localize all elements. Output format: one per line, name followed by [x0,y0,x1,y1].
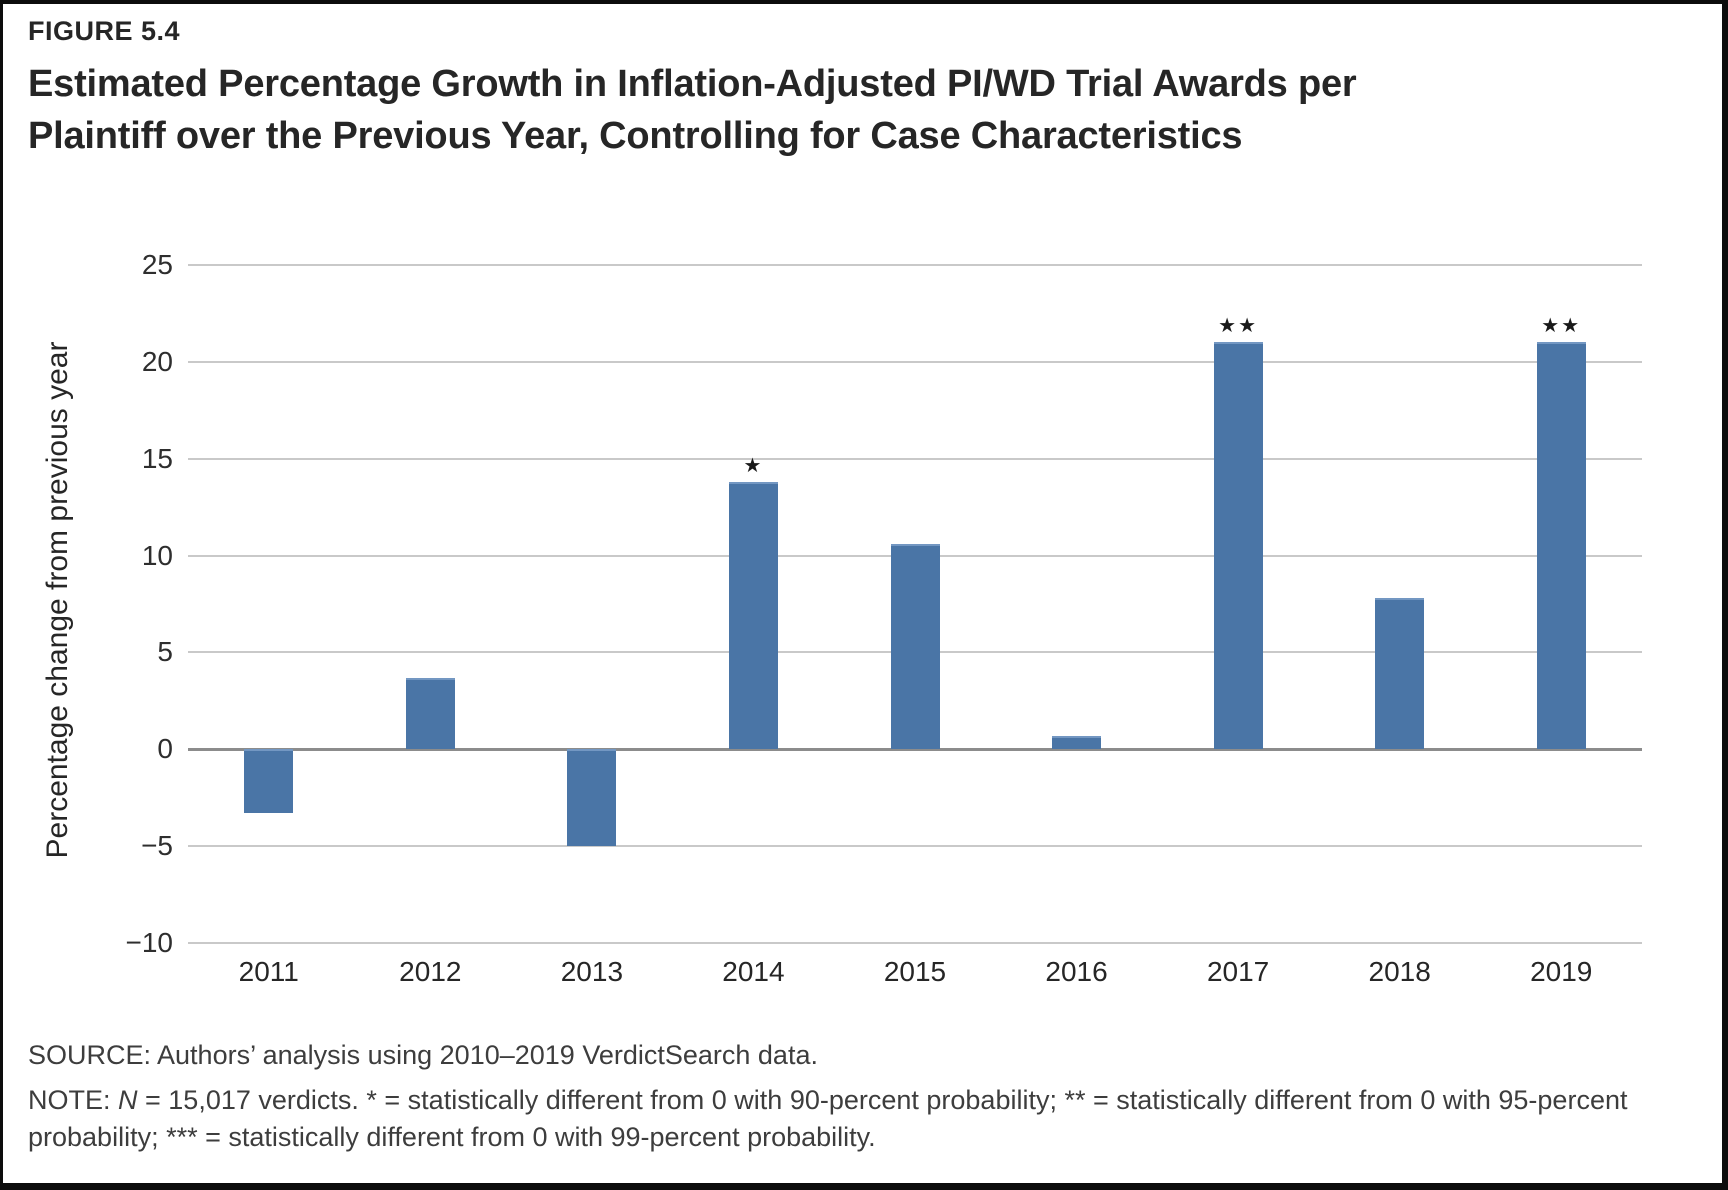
y-tick--5: −5 [141,830,173,862]
chart-title: Estimated Percentage Growth in Inflation… [28,58,1357,162]
y-tick-25: 25 [141,249,173,280]
x-label-2017: 2017 [1206,956,1270,987]
chart-title-line-1: Estimated Percentage Growth in Inflation… [28,63,1357,105]
x-label-2011: 2011 [238,956,299,987]
gridline-20 [188,360,1642,363]
figure-number-label: FIGURE 5.4 [28,16,181,46]
gridline-25 [188,264,1642,266]
note-n-symbol: N [118,1085,138,1115]
x-label-2014: 2014 [722,956,785,987]
chart-title-line-2: Plaintiff over the Previous Year, Contro… [28,115,1243,157]
bar-2018 [1375,598,1425,750]
x-label-2016: 2016 [1045,956,1108,987]
zero-gridline [188,747,1642,751]
bar-2012 [405,677,455,750]
significance-stars-2017: ★★ [1218,315,1259,338]
gridline--10 [188,942,1642,944]
y-tick-15: 15 [141,442,173,474]
y-tick-20: 20 [141,345,173,377]
y-tick-10: 10 [141,539,173,571]
bar-2011 [244,749,294,814]
x-label-2012: 2012 [399,956,462,987]
significance-stars-2019: ★★ [1541,315,1582,338]
bar-2019 [1536,342,1586,750]
y-tick--10: −10 [125,927,174,958]
x-label-2013: 2013 [560,956,624,987]
note-prefix: NOTE: [28,1085,119,1115]
bar-2017 [1213,342,1263,750]
gridline--5 [188,845,1642,848]
note-body: = 15,017 verdicts. * = statistically dif… [28,1085,1628,1152]
y-tick-0: 0 [157,733,173,765]
plot-area: ★ ★★ ★★ [188,264,1642,944]
y-tick-5: 5 [157,636,173,668]
source-note: SOURCE: Authors’ analysis using 2010–201… [28,1040,818,1070]
x-label-2018: 2018 [1368,956,1431,987]
x-label-2015: 2015 [883,956,947,987]
x-label-2019: 2019 [1530,956,1593,987]
gridline-15 [188,457,1642,460]
y-axis-ticks: 25 20 15 10 5 0 −5 −10 [0,249,174,958]
bar-2014 [728,481,778,750]
bar-2013 [567,749,617,847]
x-axis-labels: 2011 2012 2013 2014 2015 2016 2017 2018 2019 [188,956,1642,996]
bar-2016 [1052,735,1102,750]
significance-stars-2014: ★ [743,454,764,477]
bar-2015 [890,543,940,750]
note-text: NOTE: N = 15,017 verdicts. * = statistic… [28,1082,1690,1156]
